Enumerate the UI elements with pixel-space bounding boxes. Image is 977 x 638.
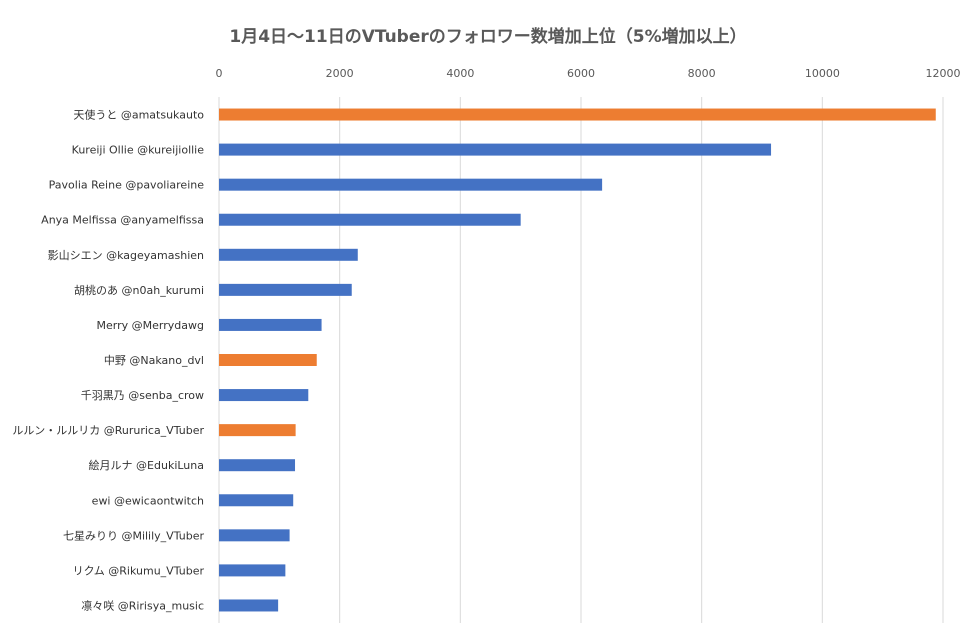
category-label: 天使うと @amatsukauto	[73, 109, 204, 122]
bar	[219, 143, 772, 156]
bar	[219, 108, 936, 121]
bar	[219, 529, 290, 542]
x-tick-label: 10000	[805, 67, 840, 80]
bar	[219, 248, 358, 261]
bars	[219, 108, 936, 612]
gridlines	[218, 97, 944, 623]
x-tick-label: 0	[216, 67, 223, 80]
bar	[219, 494, 294, 507]
x-tick-label: 4000	[446, 67, 474, 80]
category-label: 影山シエン @kageyamashien	[48, 249, 204, 262]
category-label: 七星みりり @Milily_VTuber	[63, 529, 205, 542]
category-label: Pavolia Reine @pavoliareine	[49, 179, 205, 192]
bar	[219, 354, 317, 366]
x-axis-ticks: 0 2000 4000 6000 8000 10000 12000	[216, 67, 961, 80]
category-label: Merry @Merrydawg	[97, 319, 204, 332]
category-label: ルルン・ルルリカ @Rururica_VTuber	[12, 424, 204, 437]
bar	[219, 389, 309, 402]
category-label: Kureiji Ollie @kureijiollie	[72, 144, 205, 157]
bar	[219, 318, 322, 331]
category-label: 千羽黒乃 @senba_crow	[81, 389, 204, 402]
category-label: 中野 @Nakano_dvl	[104, 354, 204, 367]
x-tick-label: 12000	[926, 67, 961, 80]
bar	[219, 424, 296, 437]
category-label: 凛々咲 @Ririsya_music	[81, 598, 204, 612]
category-label: Anya Melfissa @anyamelfissa	[41, 214, 204, 227]
bar	[219, 564, 286, 577]
category-label: ewi @ewicaontwitch	[92, 494, 204, 507]
bar	[219, 459, 296, 472]
x-tick-label: 6000	[567, 67, 595, 80]
bar	[219, 283, 352, 296]
category-label: リクム @Rikumu_VTuber	[73, 564, 205, 577]
x-tick-label: 2000	[326, 67, 354, 80]
chart-title: 1月4日～11日のVTuberのフォロワー数増加上位（5%増加以上）	[229, 26, 746, 47]
bar	[219, 599, 279, 612]
x-tick-label: 8000	[688, 67, 716, 80]
bar	[219, 213, 521, 226]
category-label: 絵月ルナ @EdukiLuna	[89, 458, 204, 472]
category-label: 胡桃のあ @n0ah_kurumi	[74, 283, 204, 297]
bar	[219, 178, 603, 191]
category-labels: 天使うと @amatsukauto Kureiji Ollie @kureijio…	[12, 109, 204, 613]
